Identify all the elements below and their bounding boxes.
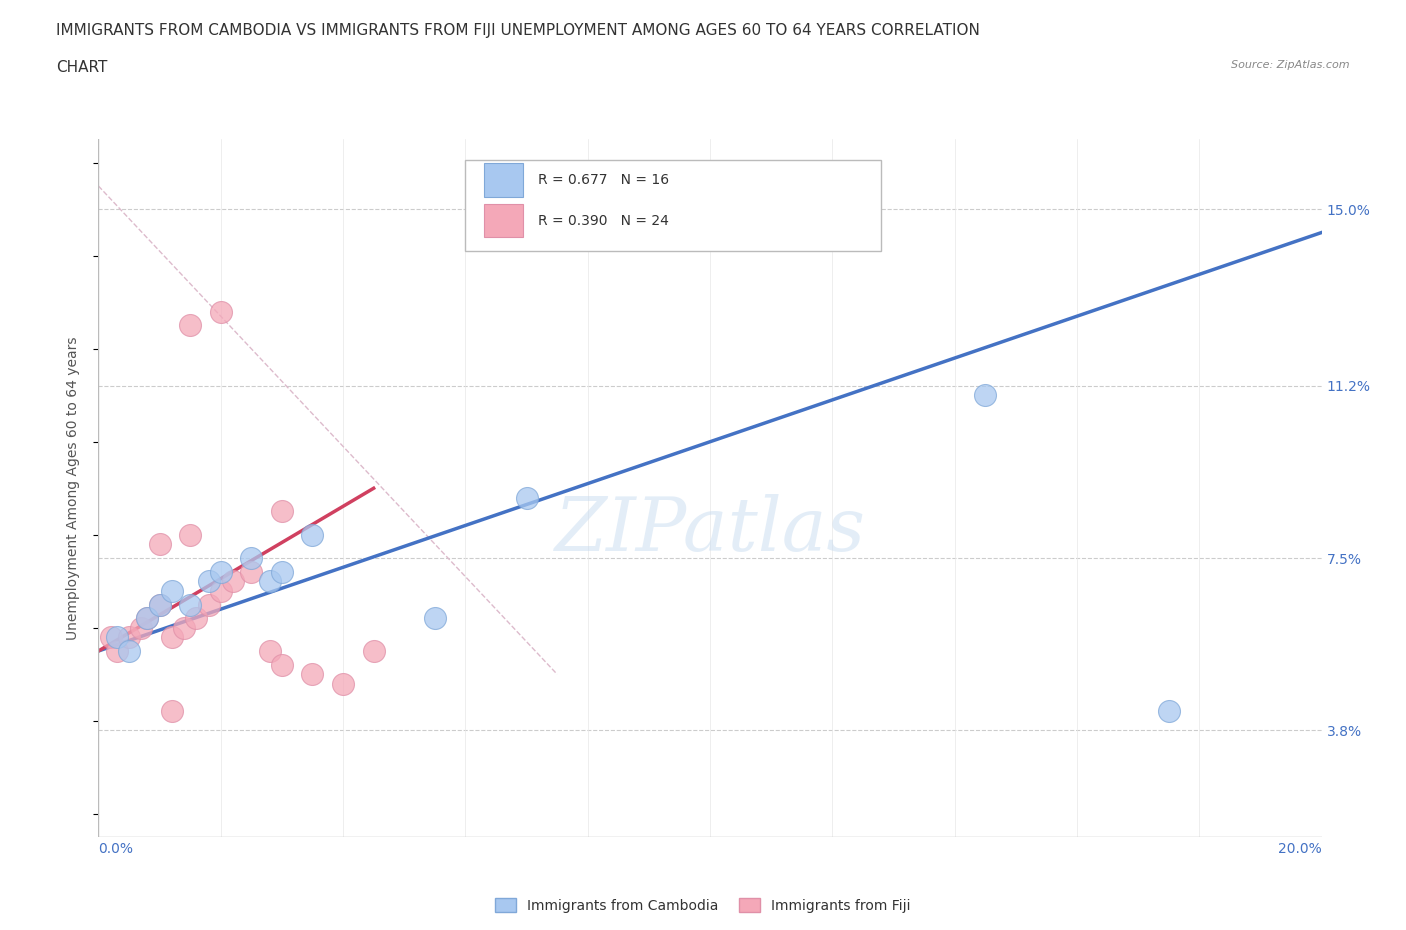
Point <box>160 583 183 598</box>
Text: ZIPatlas: ZIPatlas <box>554 494 866 566</box>
Point <box>179 527 201 542</box>
Text: 20.0%: 20.0% <box>1278 842 1322 856</box>
Point <box>100 630 122 644</box>
Point <box>423 611 446 626</box>
Point <box>160 704 183 719</box>
Point <box>270 504 294 519</box>
Point <box>240 551 263 565</box>
Point <box>259 574 281 589</box>
Point <box>363 644 385 658</box>
Point <box>136 611 159 626</box>
Y-axis label: Unemployment Among Ages 60 to 64 years: Unemployment Among Ages 60 to 64 years <box>66 337 80 640</box>
Point <box>270 658 294 672</box>
Point <box>149 597 172 612</box>
Point <box>160 630 183 644</box>
Point <box>301 527 323 542</box>
Point <box>173 620 195 635</box>
Point <box>209 304 232 319</box>
Point <box>270 565 294 579</box>
Point <box>118 644 141 658</box>
Point <box>516 490 538 505</box>
Text: 0.0%: 0.0% <box>98 842 134 856</box>
Point <box>105 630 128 644</box>
Text: Source: ZipAtlas.com: Source: ZipAtlas.com <box>1232 60 1350 71</box>
Point <box>105 644 128 658</box>
Point <box>259 644 281 658</box>
Point <box>209 565 232 579</box>
Point <box>179 597 201 612</box>
Point <box>149 537 172 551</box>
Text: R = 0.677   N = 16: R = 0.677 N = 16 <box>537 173 669 187</box>
Bar <box>484 204 523 237</box>
Legend: Immigrants from Cambodia, Immigrants from Fiji: Immigrants from Cambodia, Immigrants fro… <box>489 893 917 919</box>
Point <box>197 597 219 612</box>
Point <box>974 388 997 403</box>
Point <box>129 620 152 635</box>
Point <box>332 676 354 691</box>
Text: CHART: CHART <box>56 60 108 75</box>
Point <box>197 574 219 589</box>
Point <box>1157 704 1180 719</box>
Point <box>301 667 323 682</box>
Point <box>186 611 208 626</box>
Point <box>149 597 172 612</box>
FancyBboxPatch shape <box>465 161 882 251</box>
Point <box>179 318 201 333</box>
Point <box>118 630 141 644</box>
Text: IMMIGRANTS FROM CAMBODIA VS IMMIGRANTS FROM FIJI UNEMPLOYMENT AMONG AGES 60 TO 6: IMMIGRANTS FROM CAMBODIA VS IMMIGRANTS F… <box>56 23 980 38</box>
Point <box>240 565 263 579</box>
Point <box>209 583 232 598</box>
Text: R = 0.390   N = 24: R = 0.390 N = 24 <box>537 214 668 228</box>
Bar <box>484 164 523 197</box>
Point <box>136 611 159 626</box>
Point <box>222 574 245 589</box>
